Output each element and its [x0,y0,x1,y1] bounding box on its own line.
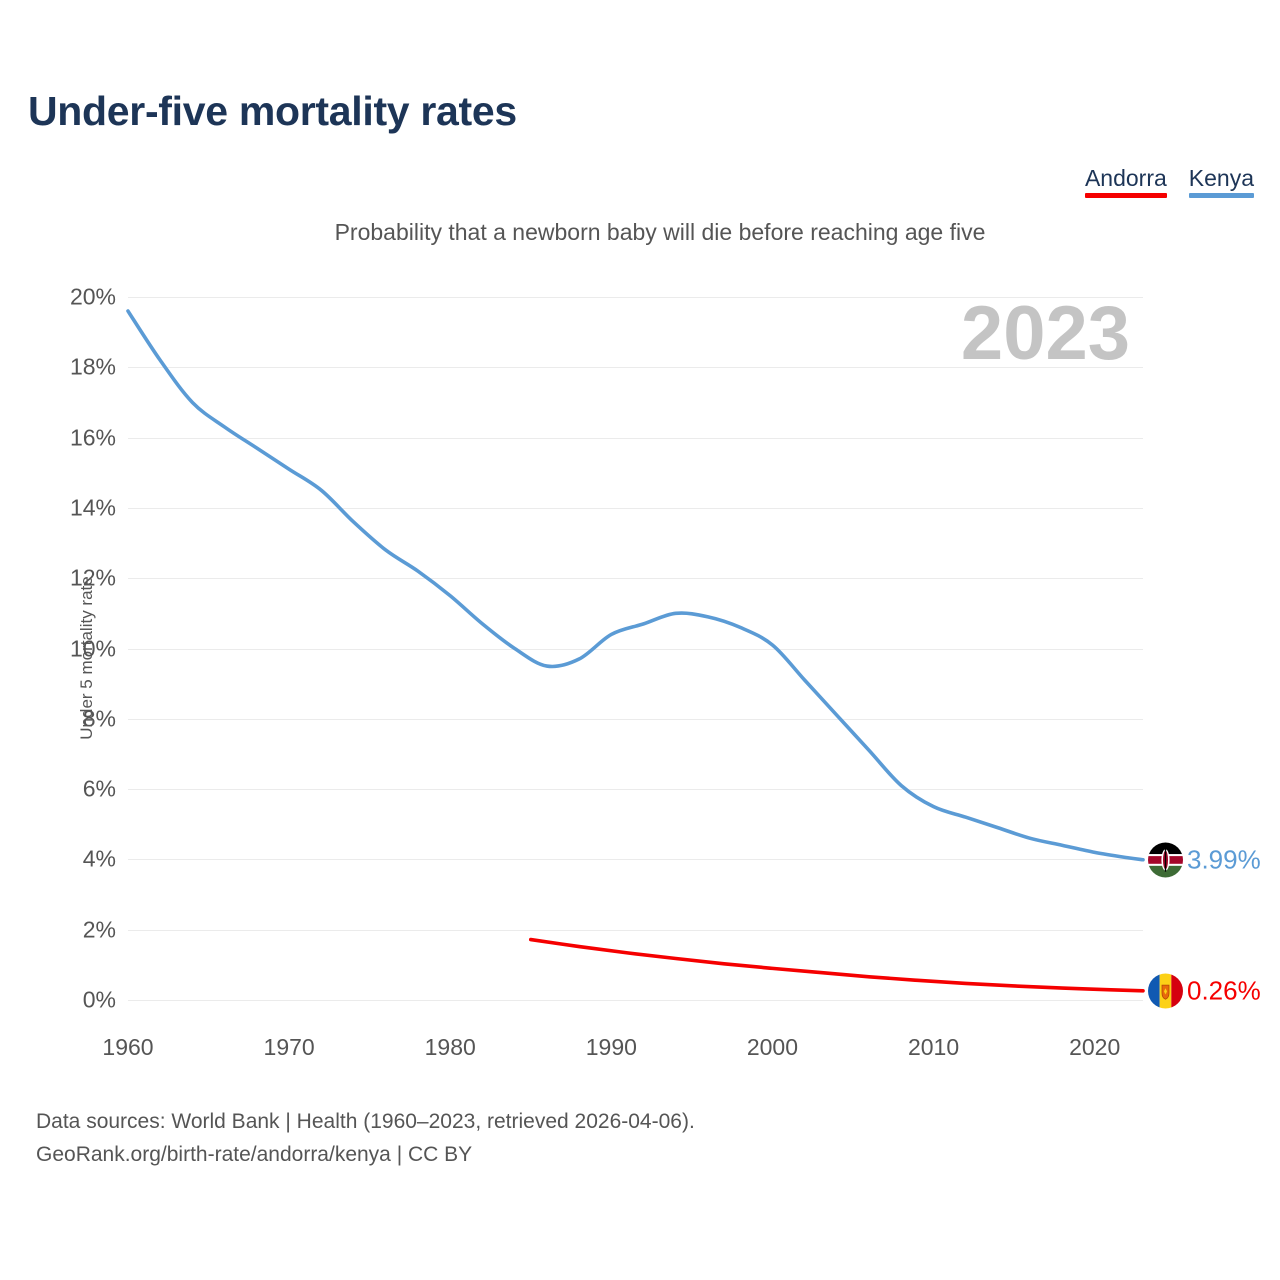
kenya-flag-icon [1148,842,1183,878]
page-title: Under-five mortality rates [28,88,517,134]
y-axis-tick-label: 2% [82,916,116,943]
x-axis-tick-label: 1980 [424,1034,476,1060]
x-axis-tick-label: 2010 [907,1034,960,1060]
y-axis-tick-label: 18% [69,353,116,380]
year-watermark: 2023 [960,291,1130,376]
end-label-andorra-value: 0.26% [1187,975,1261,1006]
y-axis-tick-label: 4% [82,845,116,872]
x-axis-tick-label: 1970 [263,1034,315,1060]
x-axis-tick-label: 1990 [585,1034,637,1060]
gridline [128,297,1143,298]
gridline [128,1000,1143,1001]
legend-label-andorra: Andorra [1084,165,1167,191]
y-axis-tick-label: 6% [82,775,116,802]
footer-attribution: Data sources: World Bank | Health (1960–… [36,1106,695,1171]
gridline [128,718,1143,720]
gridline [128,367,1143,369]
y-axis-tick-label: 20% [69,283,116,310]
legend-item-kenya[interactable]: Kenya [1188,165,1254,199]
gridline [128,507,1143,509]
end-label-kenya-value: 3.99% [1187,844,1261,875]
x-axis-tick-label: 2000 [746,1034,799,1060]
x-axis-tick-label: 1960 [102,1034,154,1060]
gridline [128,859,1143,861]
y-axis-tick-label: 12% [69,564,116,591]
gridline [128,929,1143,931]
y-axis-tick-label: 14% [69,494,116,521]
series-line-kenya [126,309,1145,862]
legend-item-andorra[interactable]: Andorra [1084,165,1167,199]
footer-line-2: GeoRank.org/birth-rate/andorra/kenya | C… [36,1142,473,1166]
end-label-andorra: 0.26% [1148,973,1261,1009]
footer-line-1: Data sources: World Bank | Health (1960–… [36,1110,695,1133]
andorra-flag-icon [1148,973,1183,1009]
y-axis-tick-label: 0% [82,986,116,1013]
legend-label-kenya: Kenya [1188,165,1254,191]
legend-swatch-kenya [1188,193,1254,199]
gridline [128,648,1143,650]
series-line-andorra [528,937,1145,993]
y-axis-tick-label: 16% [69,424,116,451]
y-axis-tick-label: 8% [82,705,116,732]
x-axis-tick-label: 2020 [1069,1034,1121,1060]
chart-subtitle: Probability that a newborn baby will die… [334,219,986,245]
gridline [128,789,1143,791]
end-label-kenya: 3.99% [1148,842,1261,878]
legend-swatch-andorra [1084,193,1167,199]
gridline [128,578,1143,580]
gridline [128,437,1143,439]
y-axis-tick-label: 10% [69,635,116,661]
chart-legend: Andorra Kenya [1084,165,1254,199]
